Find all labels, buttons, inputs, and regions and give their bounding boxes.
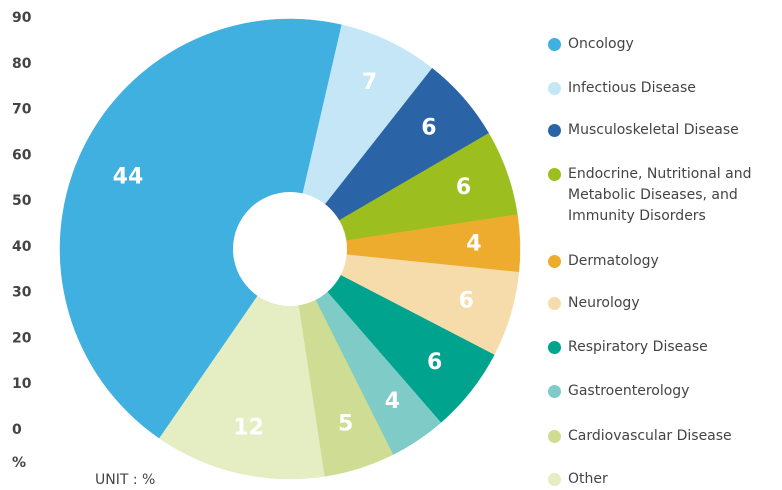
legend-swatch bbox=[548, 430, 561, 443]
value-label: 6 bbox=[456, 175, 471, 200]
unit-label: UNIT : % bbox=[95, 472, 155, 488]
y-tick-label: 50 bbox=[12, 193, 32, 209]
legend-label: Dermatology bbox=[568, 253, 659, 269]
legend-swatch bbox=[548, 82, 561, 95]
legend-item: Musculoskeletal Disease bbox=[548, 122, 778, 141]
y-tick-label: 90 bbox=[12, 10, 32, 26]
value-label: 4 bbox=[466, 232, 481, 257]
legend-label: Cardiovascular Disease bbox=[568, 428, 732, 444]
legend-item: Respiratory Disease bbox=[548, 339, 778, 358]
legend-item: Cardiovascular Disease bbox=[548, 428, 778, 447]
legend-item: Dermatology bbox=[548, 253, 778, 272]
legend-swatch bbox=[548, 124, 561, 137]
value-label: 12 bbox=[233, 415, 264, 440]
legend-label: Endocrine, Nutritional and Metabolic Dis… bbox=[568, 166, 752, 224]
value-label: 6 bbox=[421, 115, 436, 140]
legend-label: Respiratory Disease bbox=[568, 339, 708, 355]
legend-label: Neurology bbox=[568, 295, 640, 311]
y-axis-label: % bbox=[12, 455, 26, 471]
y-tick-label: 80 bbox=[12, 56, 32, 72]
y-tick-label: 60 bbox=[12, 147, 32, 163]
pie-slice bbox=[159, 248, 325, 480]
y-tick-label: 70 bbox=[12, 102, 32, 118]
y-tick-label: 30 bbox=[12, 285, 32, 301]
value-label: 7 bbox=[362, 70, 377, 95]
legend-label: Gastroenterology bbox=[568, 383, 690, 399]
legend-swatch bbox=[548, 38, 561, 51]
legend-item: Neurology bbox=[548, 295, 778, 314]
legend-item: Infectious Disease bbox=[548, 80, 778, 99]
y-tick-label: 20 bbox=[12, 330, 32, 346]
donut-hole bbox=[233, 192, 347, 306]
legend-label: Musculoskeletal Disease bbox=[568, 122, 739, 138]
legend-label: Other bbox=[568, 471, 608, 487]
value-label: 6 bbox=[459, 289, 474, 314]
legend-label: Infectious Disease bbox=[568, 80, 696, 96]
y-tick-label: 10 bbox=[12, 376, 32, 392]
legend-swatch bbox=[548, 255, 561, 268]
legend-item: Other bbox=[548, 471, 778, 490]
value-label: 6 bbox=[427, 350, 442, 375]
pie-slice bbox=[59, 18, 343, 439]
legend-label: Oncology bbox=[568, 36, 634, 52]
legend-swatch bbox=[548, 341, 561, 354]
legend-item: Oncology bbox=[548, 36, 778, 55]
pie-slice bbox=[289, 24, 433, 250]
legend-swatch bbox=[548, 385, 561, 398]
legend-swatch bbox=[548, 473, 561, 486]
y-tick-label: 0 bbox=[12, 422, 22, 438]
legend-swatch bbox=[548, 168, 561, 181]
value-label: 44 bbox=[113, 165, 144, 190]
value-label: 4 bbox=[385, 389, 400, 414]
y-tick-label: 40 bbox=[12, 239, 32, 255]
legend-item: Gastroenterology bbox=[548, 383, 778, 402]
legend-swatch bbox=[548, 297, 561, 310]
legend-item: Endocrine, Nutritional and Metabolic Dis… bbox=[548, 166, 778, 227]
value-label: 5 bbox=[338, 411, 353, 436]
